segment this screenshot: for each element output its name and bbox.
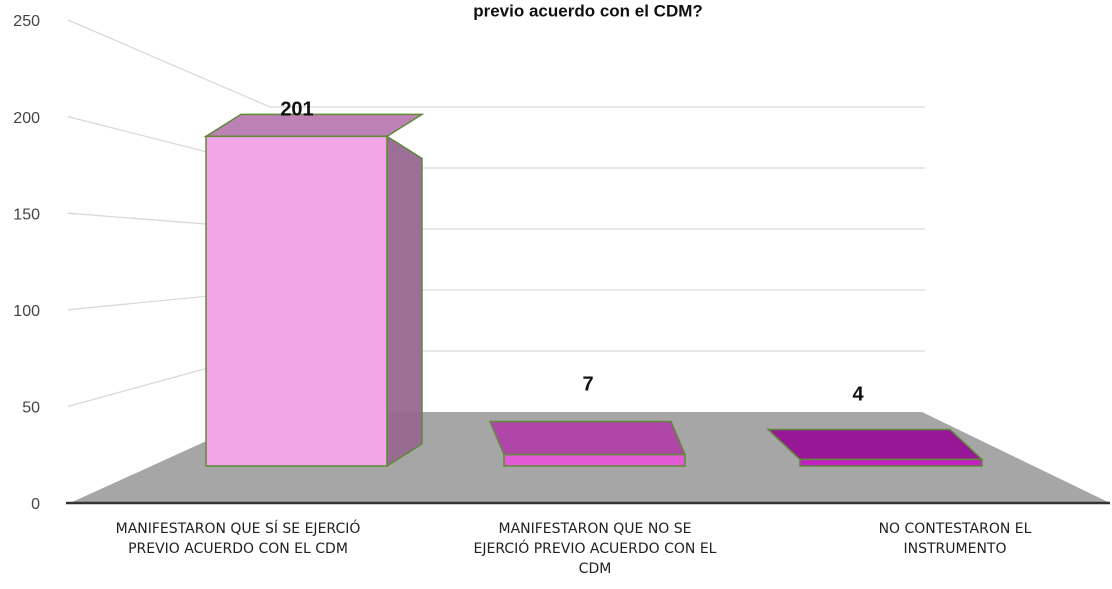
y-tick-label: 150 <box>13 206 40 223</box>
data-label: 7 <box>582 373 593 395</box>
bar <box>799 458 983 467</box>
grid-line <box>67 289 925 311</box>
chart-title: previo acuerdo con el CDM? <box>473 1 703 20</box>
y-tick-label: 50 <box>22 400 40 417</box>
bar-top <box>766 428 984 461</box>
y-tick-label: 0 <box>31 496 40 513</box>
grid-line <box>67 115 925 169</box>
bar-top <box>488 420 687 456</box>
x-tick-label: MANIFESTARON QUE SÍ SE EJERCIÓ PREVIO AC… <box>115 521 361 557</box>
bar-side <box>386 135 423 468</box>
bar <box>503 453 686 467</box>
y-tick-label: 100 <box>13 303 40 320</box>
data-label: 201 <box>280 98 313 120</box>
grid-line <box>67 19 925 108</box>
bar <box>205 135 388 467</box>
y-tick-label: 250 <box>13 13 40 30</box>
grid-line <box>67 212 925 230</box>
x-tick-label: NO CONTESTARON EL INSTRUMENTO <box>878 521 1032 557</box>
grid-line <box>67 350 925 408</box>
bar-top <box>203 113 425 138</box>
y-tick-label: 200 <box>13 110 40 127</box>
data-label: 4 <box>852 383 864 405</box>
x-tick-label: MANIFESTARON QUE NO SE EJERCIÓ PREVIO AC… <box>473 521 717 577</box>
